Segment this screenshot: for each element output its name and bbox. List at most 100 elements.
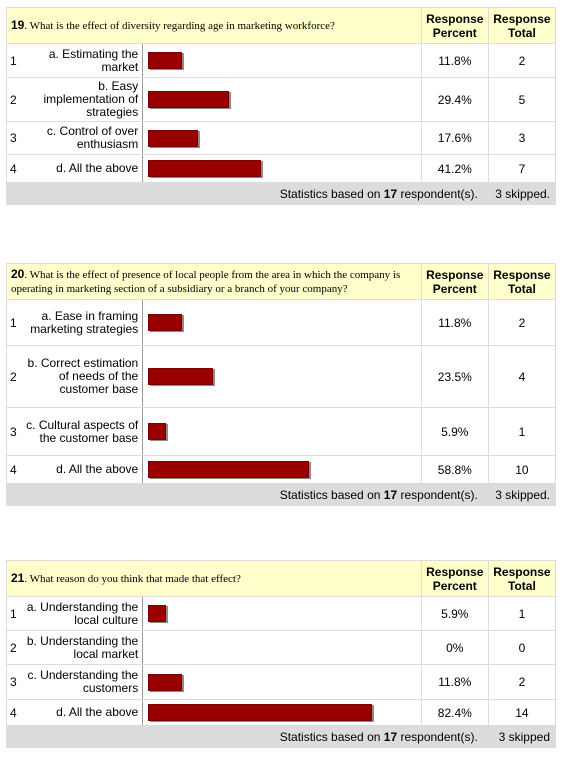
question-number: 20	[11, 267, 25, 281]
header-response-total: Response Total	[487, 560, 557, 597]
bar-cell	[142, 154, 422, 183]
response-bar	[148, 704, 373, 721]
option-number: 2	[5, 630, 25, 665]
response-percent: 11.8%	[420, 664, 489, 700]
response-total: 1	[487, 407, 557, 456]
option-number: 2	[5, 77, 25, 122]
bar-cell	[142, 664, 422, 700]
question-table-19: 19. What is the effect of diversity rega…	[5, 7, 557, 205]
question-label: . What reason do you think that made tha…	[24, 573, 241, 585]
table-row: 4 d. All the above 41.2% 7	[5, 154, 557, 183]
option-label: a. Estimating the market	[24, 43, 144, 78]
option-label: d. All the above	[24, 154, 144, 183]
option-label: c. Control of over enthusiasm	[24, 121, 144, 155]
option-number: 1	[5, 43, 25, 78]
header-response-total: Response Total	[487, 263, 557, 300]
table-row: 2 b. Understanding the local market 0% 0	[5, 630, 557, 665]
table-row: 3 c. Understanding the customers 11.8% 2	[5, 664, 557, 700]
response-total: 0	[487, 630, 557, 665]
option-label: b. Easy implementation of strategies	[24, 77, 144, 122]
bar-cell	[142, 596, 422, 631]
header-response-percent: Response Percent	[420, 263, 489, 300]
table-row: 1 a. Estimating the market 11.8% 2	[5, 43, 557, 78]
statistics-text: Statistics based on 17 respondent(s).	[6, 483, 489, 506]
response-percent: 23.5%	[420, 345, 489, 408]
response-percent: 5.9%	[420, 596, 489, 631]
response-total: 2	[487, 299, 557, 346]
bar-cell	[142, 345, 422, 408]
response-bar	[148, 605, 167, 622]
response-total: 1	[487, 596, 557, 631]
response-total: 3	[487, 121, 557, 155]
response-bar	[148, 368, 214, 385]
response-percent: 58.8%	[420, 455, 489, 484]
option-label: c. Cultural aspects of the customer base	[24, 407, 144, 456]
bar-cell	[142, 455, 422, 484]
stats-suffix: respondent(s).	[400, 186, 478, 201]
response-total: 2	[487, 43, 557, 78]
skipped-count: 3 skipped	[487, 725, 557, 748]
respondent-count: 17	[383, 729, 398, 744]
statistics-text: Statistics based on 17 respondent(s).	[6, 182, 489, 205]
option-label: d. All the above	[24, 455, 144, 484]
option-label: a. Understanding the local culture	[24, 596, 144, 631]
bar-cell	[142, 630, 422, 665]
response-bar	[148, 160, 262, 177]
question-table-21: 2 1 . What reason do you think that made t…	[5, 560, 557, 748]
bar-cell	[142, 407, 422, 456]
table-row: 2 b. Correct estimation of needs of the …	[5, 345, 557, 408]
response-percent: 11.8%	[420, 299, 489, 346]
option-number: 4	[5, 699, 25, 726]
option-label: a. Ease in framing marketing strategies	[24, 299, 144, 346]
response-bar	[148, 461, 310, 478]
table-row: 4 d. All the above 82.4% 14	[5, 699, 557, 726]
stats-prefix: Statistics based on	[279, 729, 381, 744]
response-percent: 5.9%	[420, 407, 489, 456]
table-row: 3 c. Cultural aspects of the customer ba…	[5, 407, 557, 456]
header-response-percent: Response Percent	[420, 560, 489, 597]
bar-cell	[142, 77, 422, 122]
response-percent: 29.4%	[420, 77, 489, 122]
option-label: b. Correct estimation of needs of the cu…	[24, 345, 144, 408]
option-label: c. Understanding the customers	[24, 664, 144, 700]
response-total: 5	[487, 77, 557, 122]
response-percent: 17.6%	[420, 121, 489, 155]
option-label: b. Understanding the local market	[24, 630, 144, 665]
header-response-percent: Response Percent	[420, 7, 489, 44]
bar-cell	[142, 43, 422, 78]
statistics-text: Statistics based on 17 respondent(s).	[6, 725, 489, 748]
response-percent: 82.4%	[420, 699, 489, 726]
option-number: 3	[5, 664, 25, 700]
question-text: 19. What is the effect of diversity rega…	[6, 7, 422, 44]
table-row: 1 a. Ease in framing marketing strategie…	[5, 299, 557, 346]
option-number: 1	[5, 299, 25, 346]
statistics-row: Statistics based on 17 respondent(s). 3 …	[6, 483, 557, 506]
question-text: 20. What is the effect of presence of lo…	[6, 263, 422, 300]
response-total: 14	[487, 699, 557, 726]
question-text: 21. What reason do you think that made t…	[6, 560, 422, 597]
bar-cell	[142, 121, 422, 155]
question-label: . What is the effect of diversity regard…	[24, 20, 335, 32]
skipped-count: 3 skipped.	[487, 483, 557, 506]
stats-suffix: respondent(s).	[400, 487, 478, 502]
bar-cell	[142, 299, 422, 346]
question-table-20: 20. What is the effect of presence of lo…	[5, 263, 557, 506]
respondent-count: 17	[383, 487, 398, 502]
option-number: 3	[5, 121, 25, 155]
statistics-row: Statistics based on 17 respondent(s). 3 …	[6, 182, 557, 205]
response-percent: 0%	[420, 630, 489, 665]
stats-prefix: Statistics based on	[279, 487, 381, 502]
option-number: 4	[5, 154, 25, 183]
response-bar	[148, 673, 183, 691]
statistics-row: Statistics based on 17 respondent(s). 3 …	[6, 725, 557, 748]
stats-suffix: respondent(s).	[400, 729, 478, 744]
skipped-count: 3 skipped.	[487, 182, 557, 205]
table-row: 2 b. Easy implementation of strategies 2…	[5, 77, 557, 122]
response-total: 4	[487, 345, 557, 408]
stats-prefix: Statistics based on	[279, 186, 381, 201]
response-percent: 41.2%	[420, 154, 489, 183]
response-bar	[148, 91, 230, 108]
option-number: 4	[5, 455, 25, 484]
response-bar	[148, 423, 167, 440]
option-label: d. All the above	[24, 699, 144, 726]
